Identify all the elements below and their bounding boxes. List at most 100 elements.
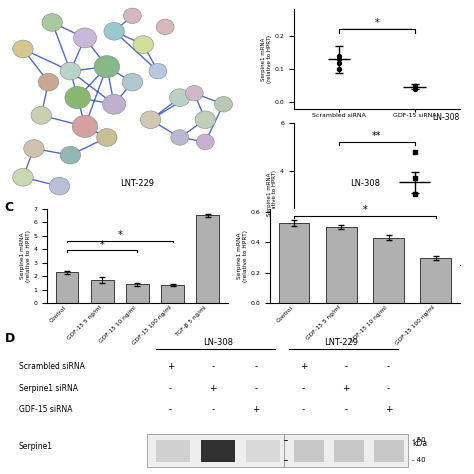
Text: -: - <box>387 384 390 393</box>
Ellipse shape <box>31 107 51 124</box>
Text: -: - <box>255 362 257 371</box>
Text: -: - <box>302 384 305 393</box>
Ellipse shape <box>60 146 81 164</box>
Point <box>335 246 343 254</box>
Bar <box>284 434 408 467</box>
Point <box>411 82 419 90</box>
Point <box>335 246 343 254</box>
Y-axis label: Serpine1 mRNA
(relative to HPRT): Serpine1 mRNA (relative to HPRT) <box>266 170 277 219</box>
Text: GDF-15 siRNA: GDF-15 siRNA <box>19 405 73 414</box>
Bar <box>374 440 404 462</box>
Text: LN-308: LN-308 <box>433 113 460 122</box>
Y-axis label: Serpine1 mRNA
(relative to HPRT): Serpine1 mRNA (relative to HPRT) <box>237 230 248 282</box>
Point <box>411 174 419 182</box>
Ellipse shape <box>38 73 59 91</box>
Point <box>411 191 419 198</box>
Text: LN-308: LN-308 <box>203 337 233 346</box>
Ellipse shape <box>170 89 190 107</box>
Bar <box>147 434 284 467</box>
Text: *: * <box>118 230 122 240</box>
Bar <box>126 284 149 303</box>
Bar <box>326 227 357 303</box>
Y-axis label: Serpine1 mRNA
(relative to HPRT): Serpine1 mRNA (relative to HPRT) <box>261 35 272 83</box>
Point <box>335 55 343 63</box>
Text: +: + <box>210 384 217 393</box>
Text: LNT-229: LNT-229 <box>324 337 358 346</box>
Text: -: - <box>212 362 215 371</box>
Y-axis label: Serpine1 mRNA
(relative to HPRT): Serpine1 mRNA (relative to HPRT) <box>20 230 31 282</box>
Ellipse shape <box>42 14 63 31</box>
Ellipse shape <box>185 85 203 101</box>
Point <box>335 245 343 252</box>
Text: D: D <box>5 332 15 345</box>
Ellipse shape <box>13 168 33 186</box>
Text: -: - <box>345 405 347 414</box>
Text: C: C <box>5 201 14 214</box>
Text: +: + <box>300 362 307 371</box>
Text: **: ** <box>372 131 382 141</box>
Ellipse shape <box>171 130 189 145</box>
Text: +: + <box>385 405 392 414</box>
Ellipse shape <box>196 134 214 150</box>
Text: -: - <box>387 362 390 371</box>
Ellipse shape <box>133 36 154 54</box>
Title: LNT-229: LNT-229 <box>120 179 155 188</box>
Ellipse shape <box>103 94 126 114</box>
Point <box>411 148 419 155</box>
Ellipse shape <box>215 97 232 112</box>
Text: -: - <box>169 384 172 393</box>
Bar <box>420 258 451 303</box>
Bar <box>201 440 235 462</box>
Point <box>335 52 343 60</box>
Text: -: - <box>212 405 215 414</box>
Ellipse shape <box>94 55 119 78</box>
Text: *: * <box>363 205 367 216</box>
Ellipse shape <box>65 87 91 109</box>
Ellipse shape <box>49 177 70 195</box>
Ellipse shape <box>140 111 161 128</box>
Text: *: * <box>374 18 379 27</box>
Ellipse shape <box>72 115 98 137</box>
Ellipse shape <box>97 128 117 146</box>
Bar <box>196 215 219 303</box>
Point <box>335 245 343 253</box>
Bar <box>246 440 280 462</box>
Ellipse shape <box>73 28 96 48</box>
Point <box>335 246 343 253</box>
Text: +: + <box>342 384 350 393</box>
Text: -: - <box>169 405 172 414</box>
Point <box>335 59 343 66</box>
Title: LN-308: LN-308 <box>350 179 380 188</box>
Text: kDa: kDa <box>412 439 428 448</box>
Text: *: * <box>100 240 105 250</box>
Text: +: + <box>167 362 174 371</box>
Text: -: - <box>255 384 257 393</box>
Bar <box>55 272 79 303</box>
Text: Serpine1 siRNA: Serpine1 siRNA <box>19 384 78 393</box>
Ellipse shape <box>13 40 33 58</box>
Bar <box>279 223 310 303</box>
Text: +: + <box>252 405 260 414</box>
Ellipse shape <box>195 111 216 128</box>
Text: - 40: - 40 <box>412 457 426 463</box>
Point <box>335 246 343 254</box>
Point <box>411 82 419 90</box>
Bar <box>156 440 190 462</box>
Bar <box>91 280 114 303</box>
Point <box>335 65 343 73</box>
Text: - 50: - 50 <box>412 437 426 443</box>
Text: Serpine1: Serpine1 <box>19 442 53 451</box>
Point <box>411 85 419 93</box>
Bar <box>161 285 184 303</box>
Text: -: - <box>345 362 347 371</box>
Ellipse shape <box>122 73 143 91</box>
Text: Scrambled siRNA: Scrambled siRNA <box>19 362 85 371</box>
Bar <box>373 237 404 303</box>
Bar <box>334 440 364 462</box>
Ellipse shape <box>104 22 124 40</box>
Ellipse shape <box>24 140 44 157</box>
Ellipse shape <box>60 62 81 80</box>
Ellipse shape <box>149 64 167 79</box>
Point <box>411 226 419 234</box>
Text: -: - <box>302 405 305 414</box>
